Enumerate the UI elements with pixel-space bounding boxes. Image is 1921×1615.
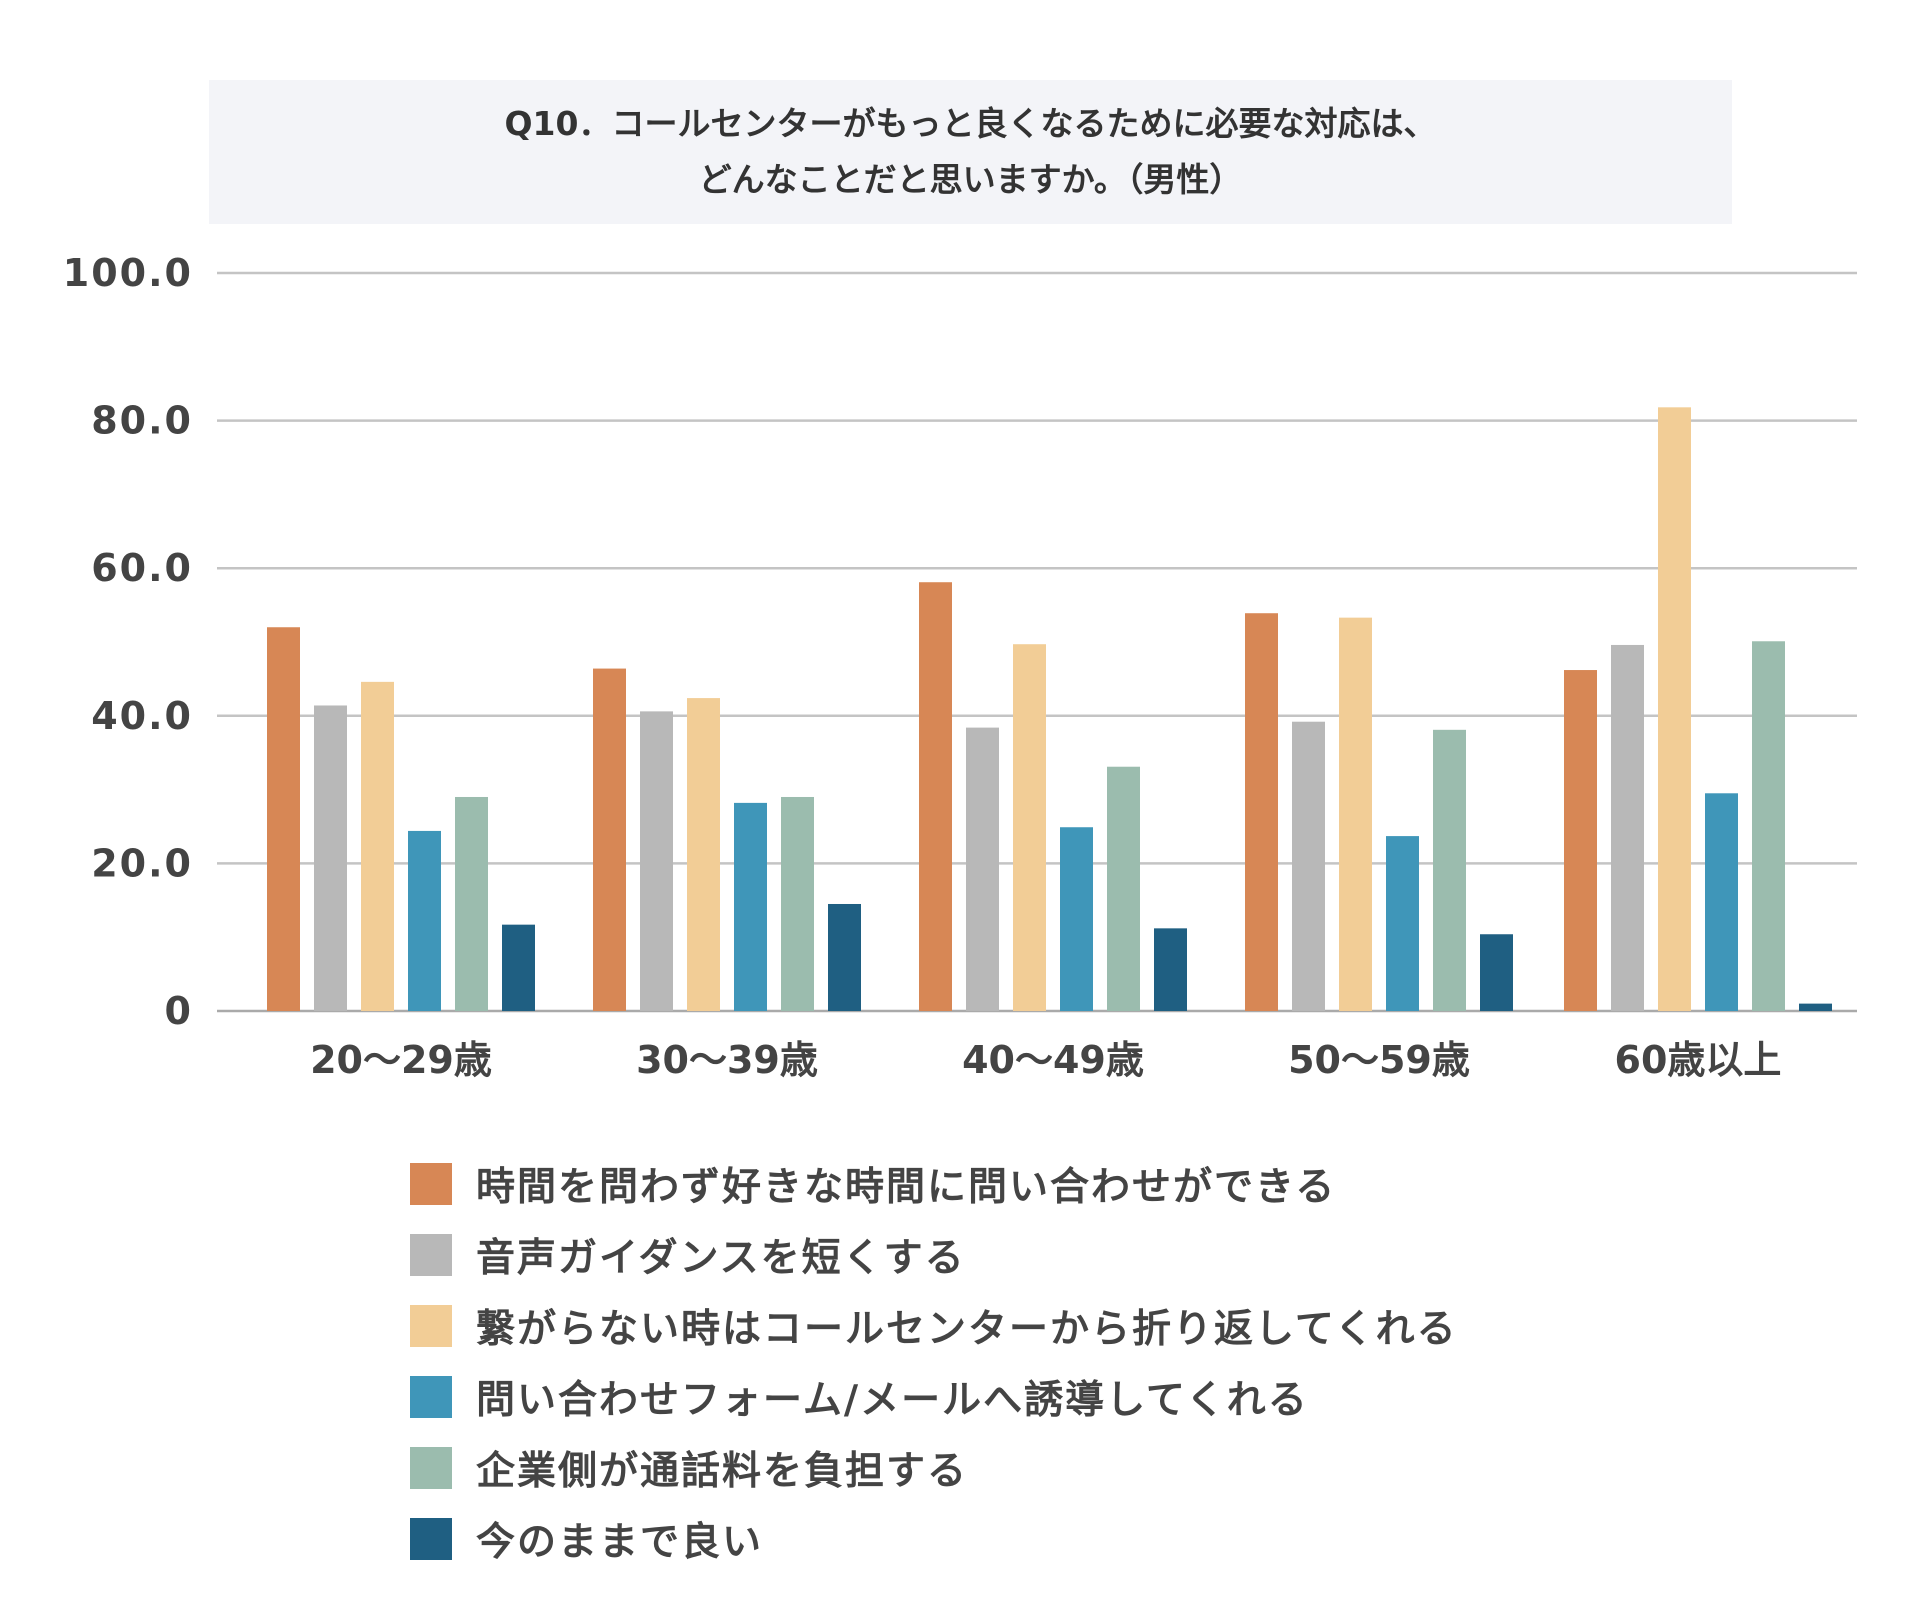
bar-1-1 <box>267 627 300 1011</box>
legend-label: 企業側が通話料を負担する <box>476 1448 969 1494</box>
bar-3-2 <box>687 698 720 1011</box>
bar-1-4 <box>1245 613 1278 1011</box>
y-tick-label: 100.0 <box>63 251 193 295</box>
legend-item: 時間を問わず好きな時間に問い合わせができる <box>410 1148 1458 1219</box>
legend-item: 今のままで良い <box>410 1503 1458 1574</box>
bar-6-5 <box>1799 1003 1832 1011</box>
legend-label: 問い合わせフォーム/メールへ誘導してくれる <box>476 1377 1309 1423</box>
chart-title: Q10．コールセンターがもっと良くなるために必要な対応は、 どんなことだと思いま… <box>209 80 1732 224</box>
legend-swatch <box>410 1517 452 1560</box>
bar-4-1 <box>408 830 441 1011</box>
legend-swatch <box>410 1375 452 1418</box>
x-tick-label: 60歳以上 <box>1615 1038 1782 1082</box>
bar-2-3 <box>966 727 999 1011</box>
bar-5-3 <box>1107 766 1140 1011</box>
chart-title-line-1: Q10．コールセンターがもっと良くなるために必要な対応は、 <box>504 104 1437 143</box>
legend-label: 音声ガイダンスを短くする <box>476 1235 966 1281</box>
legend-item: 企業側が通話料を負担する <box>410 1432 1458 1503</box>
bar-2-2 <box>640 711 673 1011</box>
bar-5-1 <box>455 796 488 1011</box>
bar-4-4 <box>1386 836 1419 1011</box>
legend-label: 今のままで良い <box>476 1519 764 1565</box>
legend: 時間を問わず好きな時間に問い合わせができる 音声ガイダンスを短くする繋がらない時は… <box>410 1148 1458 1574</box>
bar-3-5 <box>1658 407 1691 1011</box>
y-tick-label: 80.0 <box>91 399 193 443</box>
bar-1-3 <box>919 582 952 1011</box>
bar-5-4 <box>1433 729 1466 1011</box>
chart-title-line-2: どんなことだと思いますか。（男性） <box>698 160 1243 199</box>
bar-6-2 <box>828 903 861 1011</box>
y-tick-label: 0 <box>165 989 193 1033</box>
bar-1-5 <box>1564 670 1597 1011</box>
x-tick-label: 50〜59歳 <box>1288 1038 1470 1082</box>
bar-4-5 <box>1705 793 1738 1011</box>
legend-label: 時間を問わず好きな時間に問い合わせができる <box>476 1164 1337 1210</box>
bar-5-2 <box>781 796 814 1011</box>
bar-6-1 <box>502 924 535 1011</box>
legend-swatch <box>410 1304 452 1347</box>
bar-3-1 <box>361 681 394 1011</box>
legend-item: 繋がらない時はコールセンターから折り返してくれる <box>410 1290 1458 1361</box>
bar-3-4 <box>1339 617 1372 1011</box>
bar-3-3 <box>1013 644 1046 1011</box>
bar-1-2 <box>593 668 626 1011</box>
legend-item: 音声ガイダンスを短くする <box>410 1219 1458 1290</box>
x-tick-label: 30〜39歳 <box>636 1038 818 1082</box>
y-tick-label: 60.0 <box>91 546 193 590</box>
legend-swatch <box>410 1162 452 1205</box>
x-tick-label: 20〜29歳 <box>310 1038 492 1082</box>
legend-swatch <box>410 1233 452 1276</box>
bar-2-5 <box>1611 644 1644 1011</box>
legend-label: 繋がらない時はコールセンターから折り返してくれる <box>476 1306 1458 1352</box>
y-tick-label: 20.0 <box>91 841 193 885</box>
bar-6-3 <box>1154 928 1187 1011</box>
bar-2-1 <box>314 705 347 1011</box>
bar-4-3 <box>1060 827 1093 1011</box>
bar-6-4 <box>1480 934 1513 1011</box>
x-tick-label: 40〜49歳 <box>962 1038 1144 1082</box>
legend-swatch <box>410 1446 452 1489</box>
legend-item: 問い合わせフォーム/メールへ誘導してくれる <box>410 1361 1458 1432</box>
y-tick-label: 40.0 <box>91 694 193 738</box>
bar-5-5 <box>1752 641 1785 1011</box>
bar-4-2 <box>734 802 767 1011</box>
bar-2-4 <box>1292 721 1325 1011</box>
